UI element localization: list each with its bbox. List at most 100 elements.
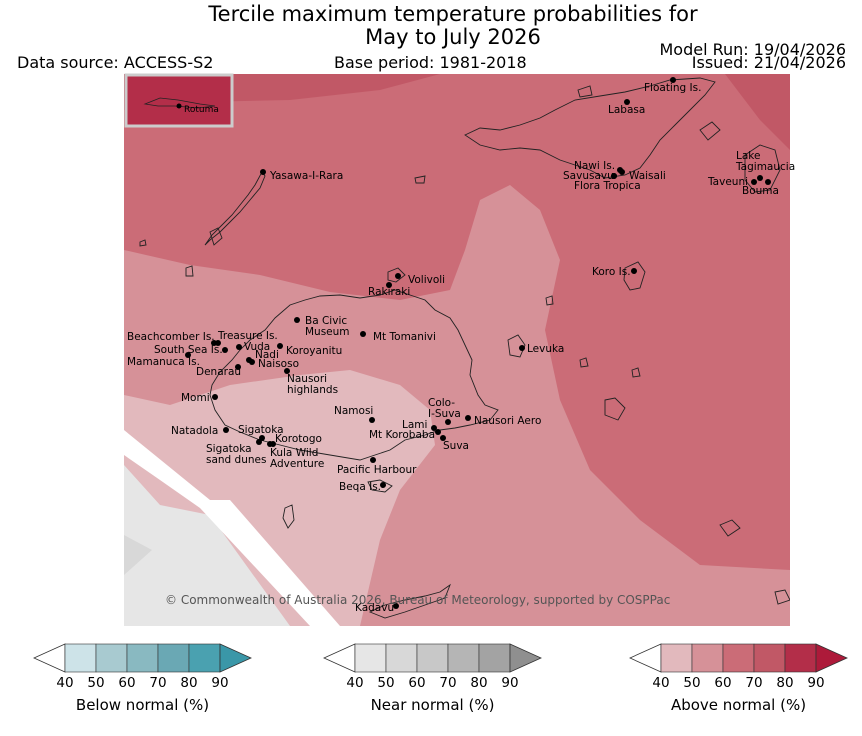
nausori-aero-marker <box>465 415 471 421</box>
sigatoka-label: Sigatoka <box>238 424 284 436</box>
south-sea-label: South Sea Is. <box>154 344 223 356</box>
map-title-line2: May to July 2026 <box>365 25 541 49</box>
levuka-label: Levuka <box>527 343 564 355</box>
denarau-label: Denarau <box>196 366 241 378</box>
below-colorbar-high-extend <box>219 643 252 673</box>
lake-tagimaucia-marker <box>757 175 763 181</box>
kadavu-marker <box>393 603 399 609</box>
koroyanitu-label: Koroyanitu <box>286 345 342 357</box>
above-colorbar-low-extend <box>629 643 662 673</box>
flora-tropica-marker <box>611 173 617 179</box>
above-colorbar-tick: 90 <box>807 675 825 691</box>
beqa-marker <box>380 482 386 488</box>
floating-is-label: Floating Is. <box>644 82 701 94</box>
viti-levu-coast <box>209 289 499 461</box>
pacific-harbour-label: Pacific Harbour <box>337 464 417 476</box>
nausori-highlands-label: Nausori highlands <box>287 373 338 396</box>
naisoso-marker <box>249 359 255 365</box>
above-colorbar-segment <box>784 643 817 673</box>
savusavu-label: Savusavu <box>563 170 614 182</box>
mamanuca-marker <box>185 352 191 358</box>
korotogo-label: Korotogo <box>275 433 322 445</box>
natadola-label: Natadola <box>171 425 218 437</box>
near-colorbar-segment <box>447 643 480 673</box>
treasure-marker <box>215 340 221 346</box>
momi-marker <box>212 394 218 400</box>
mt-korobaba-marker <box>435 429 441 435</box>
beqa-coast <box>367 479 393 493</box>
yasawa-label: Yasawa-I-Rara <box>269 170 343 182</box>
kadavu-coast <box>368 583 451 619</box>
taveuni-coast <box>744 144 781 193</box>
near-colorbar-tick: 80 <box>470 675 488 691</box>
nawi-label: Nawi Is. <box>574 160 615 172</box>
rotuma-inset: Rotuma <box>124 73 234 128</box>
koroyanitu-marker <box>277 343 283 349</box>
map-title-line1: Tercile maximum temperature probabilitie… <box>208 2 698 26</box>
near-colorbar-tick: 60 <box>408 675 426 691</box>
base-period-label: Base period: 1981-2018 <box>334 53 527 72</box>
near-colorbar-label: Near normal (%) <box>370 696 495 714</box>
suva-marker <box>440 435 446 441</box>
mt-korobaba-label: Mt Korobaba <box>369 429 435 441</box>
vuda-label: Vuda <box>244 341 270 353</box>
near-colorbar-high-extend <box>509 643 542 673</box>
below-colorbar-low-extend <box>33 643 66 673</box>
ba-civic-label: Ba Civic Museum <box>305 315 350 338</box>
above-colorbar-tick: 40 <box>652 675 670 691</box>
coastlines <box>139 77 790 619</box>
above-colorbar-tick: 60 <box>714 675 732 691</box>
yasawa-marker <box>260 169 266 175</box>
colo-i-suva-label: Colo-I-Suva <box>428 397 461 420</box>
koro-label: Koro Is. <box>592 266 631 278</box>
below-colorbar-segment <box>126 643 159 673</box>
below-colorbar-tick: 90 <box>211 675 229 691</box>
natadola-marker <box>223 427 229 433</box>
zone-above-70-80-east <box>725 74 790 150</box>
inset-label: Rotuma <box>184 105 219 115</box>
waisali-label: Waisali <box>629 170 666 182</box>
below-colorbar-tick: 80 <box>180 675 198 691</box>
near-colorbar-segment <box>416 643 449 673</box>
near-colorbar-tick: 90 <box>501 675 519 691</box>
lake-tagimaucia-label: Lake Tagimaucia <box>735 150 795 173</box>
momi-label: Momi <box>181 392 210 404</box>
below-colorbar-tick: 50 <box>87 675 105 691</box>
colorbar-group <box>33 643 848 673</box>
near-colorbar-segment <box>385 643 418 673</box>
copyright-notice: © Commonwealth of Australia 2026, Bureau… <box>165 593 670 607</box>
taveuni-label: Taveuni <box>707 176 748 188</box>
pacific-harbour-marker <box>370 457 376 463</box>
colo-i-suva-marker <box>445 419 451 425</box>
above-colorbar-segment <box>753 643 786 673</box>
zone-above-60-70 <box>124 74 790 570</box>
levuka-marker <box>519 345 525 351</box>
below-colorbar-segment <box>64 643 97 673</box>
above-colorbar-tick: 50 <box>683 675 701 691</box>
south-sea-marker <box>222 347 228 353</box>
volivoli-label: Volivoli <box>408 274 445 286</box>
labasa-marker <box>624 99 630 105</box>
sigatoka-dunes-label: Sigatoka sand dunes <box>206 443 266 466</box>
above-colorbar-high-extend <box>815 643 848 673</box>
bouma-marker <box>765 179 771 185</box>
bouma-label: Bouma <box>742 185 779 197</box>
namosi-marker <box>369 417 375 423</box>
namosi-label: Namosi <box>334 405 373 417</box>
sigatoka-dunes-marker <box>256 439 262 445</box>
yasawa-coast <box>204 171 266 246</box>
zone-near-40-50 <box>124 465 290 626</box>
below-colorbar-tick: 40 <box>56 675 74 691</box>
issued-label: Issued: 21/04/2026 <box>691 53 846 72</box>
near-colorbar-low-extend <box>323 643 356 673</box>
flora-tropica-label: Flora Tropica <box>574 180 641 192</box>
floating-is-marker <box>670 77 676 83</box>
below-colorbar-tick: 60 <box>118 675 136 691</box>
ba-civic-marker <box>294 317 300 323</box>
beqa-label: Beqa Is. <box>339 481 381 493</box>
treasure-label: Treasure Is. <box>217 330 278 342</box>
near-colorbar-tick: 50 <box>377 675 395 691</box>
near-colorbar-segment <box>354 643 387 673</box>
